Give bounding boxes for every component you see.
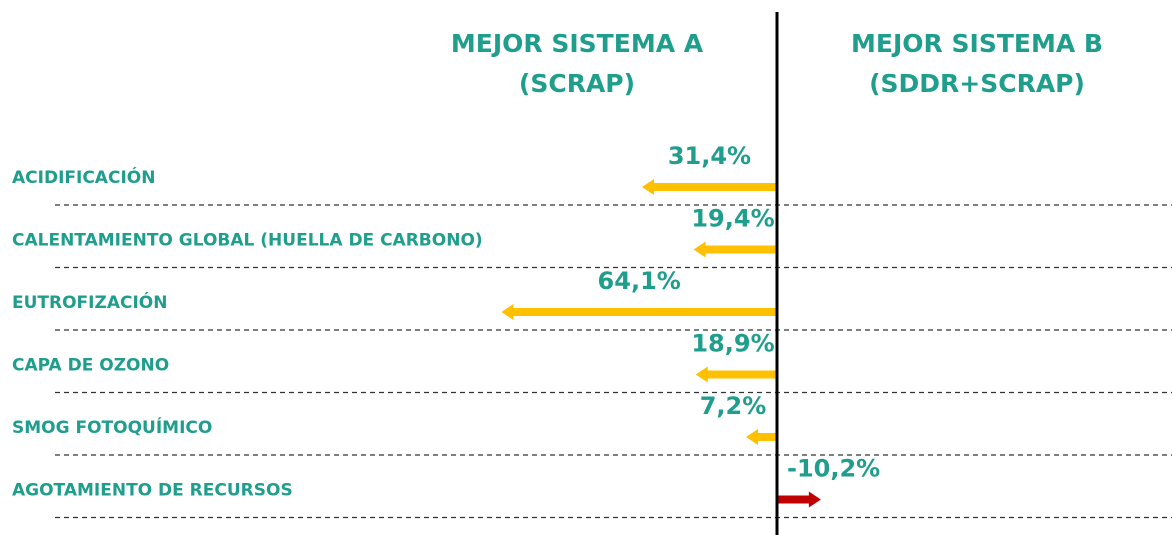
value-label: 19,4%	[691, 205, 774, 233]
arrow	[695, 366, 777, 383]
value-label: 31,4%	[668, 142, 751, 170]
arrow	[501, 304, 777, 320]
value-label: -10,2%	[787, 455, 880, 483]
right-header: MEJOR SISTEMA B	[851, 29, 1103, 58]
right-header: (SDDR+SCRAP)	[869, 69, 1085, 98]
arrow	[777, 491, 821, 508]
value-label: 18,9%	[691, 330, 774, 358]
value-label: 64,1%	[598, 267, 681, 295]
category-label: SMOG FOTOQUÍMICO	[12, 416, 212, 438]
arrow	[693, 241, 777, 258]
category-label: ACIDIFICACIÓN	[12, 166, 155, 188]
category-label: CAPA DE OZONO	[12, 356, 169, 376]
category-label: CALENTAMIENTO GLOBAL (HUELLA DE CARBONO)	[12, 231, 483, 251]
arrow	[746, 429, 777, 445]
category-label: EUTROFIZACIÓN	[12, 291, 167, 313]
left-header: (SCRAP)	[519, 69, 635, 98]
arrow	[641, 179, 777, 195]
category-label: AGOTAMIENTO DE RECURSOS	[12, 481, 293, 501]
left-header: MEJOR SISTEMA A	[451, 29, 704, 58]
value-label: 7,2%	[700, 392, 767, 420]
